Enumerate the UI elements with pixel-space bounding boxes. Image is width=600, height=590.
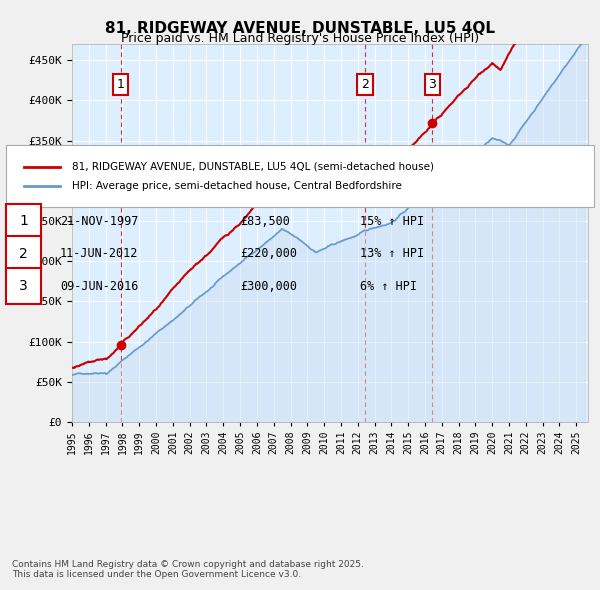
Text: 2: 2 xyxy=(361,78,369,91)
Text: 2: 2 xyxy=(19,247,28,261)
Text: 13% ↑ HPI: 13% ↑ HPI xyxy=(360,247,424,260)
Text: 09-JUN-2016: 09-JUN-2016 xyxy=(60,280,139,293)
Text: 3: 3 xyxy=(428,78,436,91)
Text: £83,500: £83,500 xyxy=(240,215,290,228)
Text: 1: 1 xyxy=(19,214,28,228)
Text: 15% ↑ HPI: 15% ↑ HPI xyxy=(360,215,424,228)
Text: HPI: Average price, semi-detached house, Central Bedfordshire: HPI: Average price, semi-detached house,… xyxy=(72,181,402,191)
Text: £220,000: £220,000 xyxy=(240,247,297,260)
Text: 81, RIDGEWAY AVENUE, DUNSTABLE, LU5 4QL: 81, RIDGEWAY AVENUE, DUNSTABLE, LU5 4QL xyxy=(105,21,495,35)
Text: £300,000: £300,000 xyxy=(240,280,297,293)
Text: 1: 1 xyxy=(116,78,125,91)
Text: 21-NOV-1997: 21-NOV-1997 xyxy=(60,215,139,228)
Text: 81, RIDGEWAY AVENUE, DUNSTABLE, LU5 4QL (semi-detached house): 81, RIDGEWAY AVENUE, DUNSTABLE, LU5 4QL … xyxy=(72,162,434,172)
Text: 3: 3 xyxy=(19,279,28,293)
Text: 11-JUN-2012: 11-JUN-2012 xyxy=(60,247,139,260)
Text: 6% ↑ HPI: 6% ↑ HPI xyxy=(360,280,417,293)
Text: Contains HM Land Registry data © Crown copyright and database right 2025.
This d: Contains HM Land Registry data © Crown c… xyxy=(12,560,364,579)
Text: Price paid vs. HM Land Registry's House Price Index (HPI): Price paid vs. HM Land Registry's House … xyxy=(121,32,479,45)
